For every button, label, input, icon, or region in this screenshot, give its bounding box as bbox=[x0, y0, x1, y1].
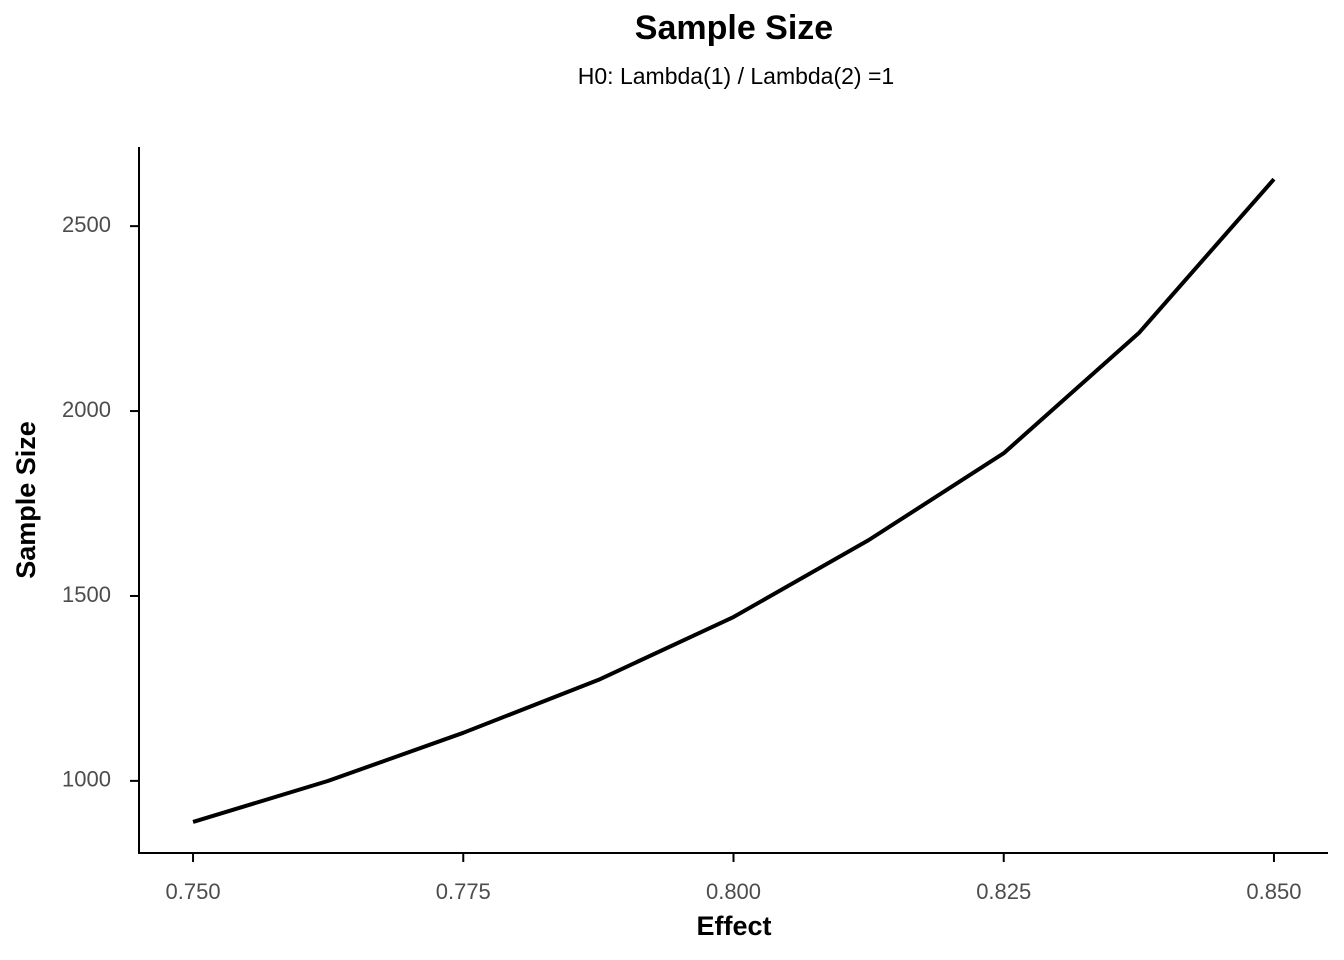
y-axis-label: Sample Size bbox=[11, 421, 41, 579]
chart-subtitle: H0: Lambda(1) / Lambda(2) =1 bbox=[578, 63, 894, 89]
y-tick-label: 2500 bbox=[62, 212, 111, 237]
chart-title: Sample Size bbox=[635, 9, 833, 47]
x-tick-label: 0.800 bbox=[706, 879, 761, 904]
x-tick-label: 0.750 bbox=[166, 879, 221, 904]
y-tick-label: 1000 bbox=[62, 767, 111, 792]
x-axis-label: Effect bbox=[696, 911, 771, 941]
y-tick-label: 1500 bbox=[62, 582, 111, 607]
x-tick-label: 0.850 bbox=[1246, 879, 1301, 904]
line bbox=[192, 177, 1276, 824]
x-tick-label: 0.775 bbox=[436, 879, 491, 904]
x-tick-label: 0.825 bbox=[976, 879, 1031, 904]
y-tick-label: 2000 bbox=[62, 397, 111, 422]
